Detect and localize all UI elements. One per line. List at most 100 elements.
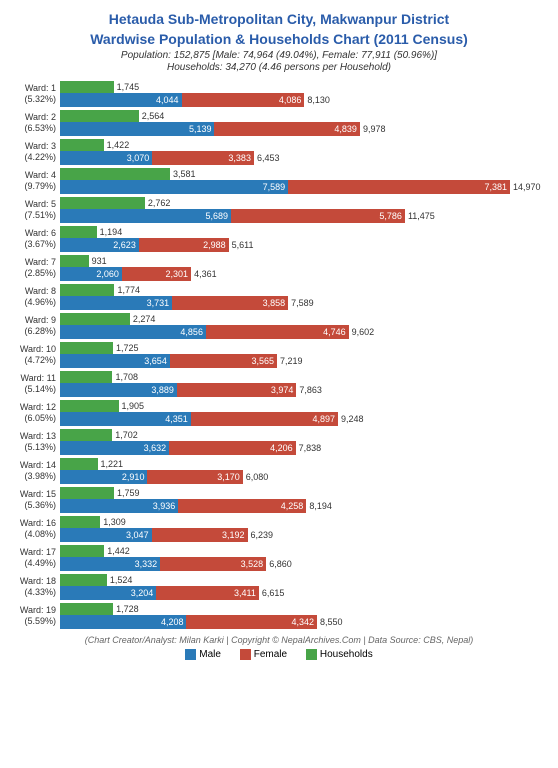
ward-label: Ward: 10(4.72%) [8,344,56,365]
total-value: 11,475 [405,209,435,223]
population-bar: 4,0444,0868,130 [60,93,304,107]
households-value: 1,422 [104,139,130,151]
male-value: 3,332 [135,557,158,571]
male-bar: 5,689 [60,209,231,223]
male-bar: 7,589 [60,180,288,194]
population-bar: 7,5897,38114,970 [60,180,510,194]
male-value: 3,731 [147,296,170,310]
ward-row: Ward: 4(9.79%)3,5817,5897,38114,970 [8,168,550,194]
ward-bars: 1,3093,0473,1926,239 [60,516,550,542]
ward-label: Ward: 17(4.49%) [8,547,56,568]
female-value: 2,988 [203,238,226,252]
population-bar: 4,2084,3428,550 [60,615,317,629]
ward-label: Ward: 13(5.13%) [8,431,56,452]
total-value: 6,080 [243,470,269,484]
male-bar: 3,070 [60,151,152,165]
chart-legend: Male Female Households [8,649,550,660]
households-value: 2,274 [130,313,156,325]
households-bar: 1,728 [60,603,113,615]
households-value: 1,745 [114,81,140,93]
female-bar: 4,258 [178,499,306,513]
male-bar: 4,351 [60,412,191,426]
total-value: 7,219 [277,354,303,368]
female-bar: 2,988 [139,238,229,252]
ward-row: Ward: 1(5.32%) 1,7454,0444,0868,130 [8,81,550,107]
ward-label: Ward: 11(5.14%) [8,373,56,394]
ward-bars: 1,774 3,7313,8587,589 [60,284,550,310]
female-bar: 3,383 [152,151,254,165]
male-bar: 2,623 [60,238,139,252]
legend-male-label: Male [199,650,221,661]
female-bar: 3,858 [172,296,288,310]
households-bar: 1,905 [60,400,119,412]
households-value: 1,309 [100,516,126,528]
female-value: 7,381 [484,180,507,194]
households-bar: 1,708 [60,371,112,383]
ward-bars: 1,1942,6232,9885,611 [60,226,550,252]
female-bar: 4,839 [214,122,359,136]
households-value: 1,759 [114,487,140,499]
female-bar: 3,565 [170,354,277,368]
ward-label: Ward: 1(5.32%) [8,83,56,104]
households-bar: 1,422 [60,139,104,151]
households-bar: 1,309 [60,516,100,528]
ward-label: Ward: 19(5.59%) [8,605,56,626]
population-bar: 3,3323,5286,860 [60,557,266,571]
ward-bars: 1,4423,3323,5286,860 [60,545,550,571]
male-bar: 3,204 [60,586,156,600]
male-bar: 4,208 [60,615,186,629]
chart-subtitle-line2: Households: 34,270 (4.46 persons per Hou… [8,62,550,73]
female-bar: 3,192 [152,528,248,542]
male-bar: 3,047 [60,528,152,542]
male-bar: 3,332 [60,557,160,571]
households-bar: 2,274 [60,313,130,325]
ward-bars: 9312,0602,3014,361 [60,255,550,281]
ward-row: Ward: 14(3.98%)1,2212,9103,1706,080 [8,458,550,484]
male-bar: 4,856 [60,325,206,339]
households-value: 1,725 [113,342,139,354]
households-bar: 2,564 [60,110,139,122]
ward-bars: 1,2212,9103,1706,080 [60,458,550,484]
ward-bars: 1,5243,2043,4116,615 [60,574,550,600]
female-bar: 4,206 [169,441,295,455]
ward-label: Ward: 5(7.51%) [8,199,56,220]
ward-row: Ward: 9(6.28%)2,2744,8564,7469,602 [8,313,550,339]
male-value: 4,856 [180,325,203,339]
female-value: 5,786 [379,209,402,223]
ward-row: Ward: 7(2.85%)9312,0602,3014,361 [8,255,550,281]
households-bar: 1,524 [60,574,107,586]
population-bar: 5,6895,78611,475 [60,209,405,223]
male-value: 3,936 [153,499,176,513]
population-bar: 2,0602,3014,361 [60,267,191,281]
ward-row: Ward: 10(4.72%)1,7253,6543,5657,219 [8,342,550,368]
total-value: 7,589 [288,296,314,310]
female-value: 3,383 [228,151,251,165]
female-value: 4,342 [291,615,314,629]
households-bar: 931 [60,255,89,267]
households-bar: 1,725 [60,342,113,354]
chart-footer: (Chart Creator/Analyst: Milan Karki | Co… [8,635,550,645]
male-bar: 3,889 [60,383,177,397]
male-value: 2,910 [122,470,145,484]
legend-female-label: Female [254,650,287,661]
households-bar: 1,759 [60,487,114,499]
households-bar: 1,745 [60,81,114,93]
female-value: 3,528 [241,557,264,571]
households-bar: 1,774 [60,284,114,296]
population-bar: 2,6232,9885,611 [60,238,229,252]
male-value: 3,047 [126,528,149,542]
male-value: 3,204 [131,586,154,600]
total-value: 7,863 [296,383,322,397]
population-bar: 3,6324,2067,838 [60,441,296,455]
female-bar: 3,170 [147,470,242,484]
ward-bars: 1,7593,9364,2588,194 [60,487,550,513]
female-bar: 7,381 [288,180,510,194]
legend-female-swatch [240,649,251,660]
ward-bars: 1,4223,0703,3836,453 [60,139,550,165]
female-bar: 4,342 [186,615,317,629]
chart-title-line2: Wardwise Population & Households Chart (… [8,30,550,48]
households-value: 1,221 [98,458,124,470]
ward-bars: 1,7253,6543,5657,219 [60,342,550,368]
households-bar: 2,762 [60,197,145,209]
population-bar: 3,6543,5657,219 [60,354,277,368]
